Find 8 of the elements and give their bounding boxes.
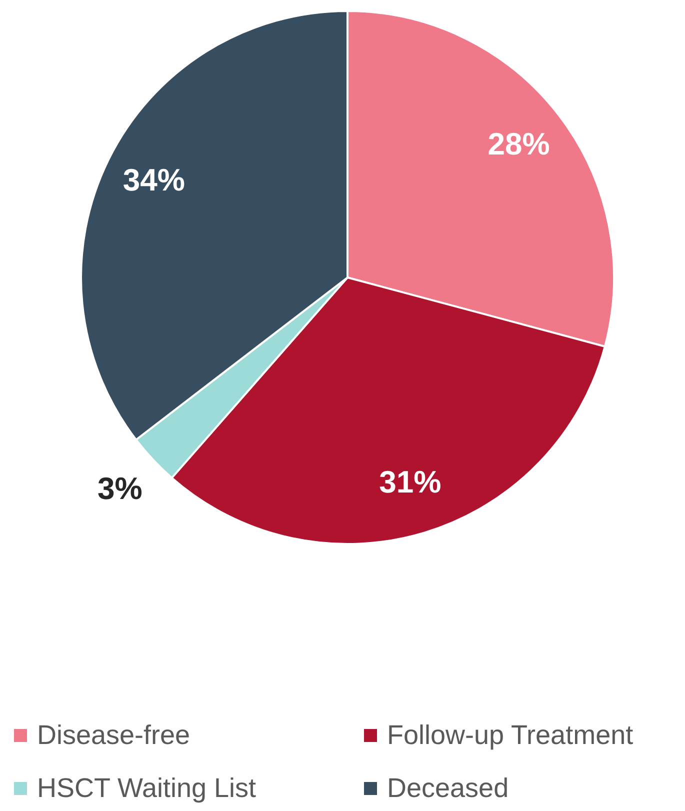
legend-label: HSCT Waiting List <box>37 773 256 804</box>
data-label: 31% <box>379 464 442 500</box>
legend-label: Follow-up Treatment <box>387 720 634 751</box>
data-label: 3% <box>98 471 142 506</box>
legend-label: Disease-free <box>37 720 190 751</box>
legend-label: Deceased <box>387 773 509 804</box>
data-label: 28% <box>488 126 550 162</box>
data-label: 34% <box>122 162 185 198</box>
